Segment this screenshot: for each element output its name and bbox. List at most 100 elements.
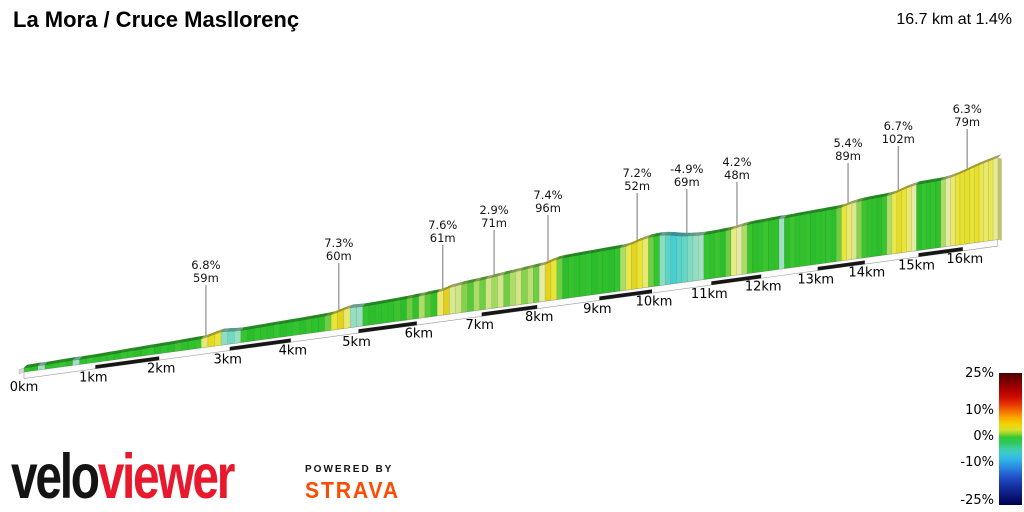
km-tick-label: 1km (79, 371, 107, 386)
profile-slice (393, 299, 401, 322)
profile-slice (825, 209, 832, 264)
profile-slice (544, 261, 552, 302)
profile-slice (602, 249, 610, 294)
veloviewer-logo-viewer: viewer (97, 442, 236, 512)
km-tick-label: 5km (342, 335, 370, 350)
profile-slice (714, 231, 721, 279)
km-tick-label: 4km (279, 343, 307, 358)
profile-slice (273, 323, 281, 339)
profile-slice (736, 225, 743, 276)
km-tick-label: 13km (797, 272, 834, 287)
profile-slice (503, 272, 510, 308)
profile-slice (921, 182, 927, 251)
profile-slice (886, 194, 893, 255)
profile-slice (473, 279, 480, 312)
profile-slice (497, 274, 504, 308)
profile-slice (491, 275, 498, 309)
profile-slice (220, 331, 228, 346)
profile-slice (950, 175, 956, 247)
profile-slice (240, 329, 248, 343)
profile-slice (585, 252, 592, 296)
profile-slice (194, 338, 202, 350)
profile-slice (533, 265, 540, 304)
profile-slice (449, 285, 456, 315)
km-shadow-bar (918, 247, 963, 257)
profile-slice (670, 234, 677, 285)
profile-slice (485, 277, 492, 310)
profile-slice (799, 213, 806, 267)
profile-slice (387, 300, 395, 323)
profile-slice (642, 237, 649, 289)
km-tick-label: 2km (147, 361, 175, 376)
profile-slice (653, 235, 660, 287)
gradient-legend: 25% 10% 0% -10% -25% (952, 366, 1024, 508)
profile-slice (810, 211, 816, 266)
km-tick-label: 9km (583, 302, 611, 317)
profile-slice (978, 162, 984, 243)
veloviewer-logo[interactable]: veloviewer (11, 446, 235, 509)
profile-slice (608, 248, 615, 293)
km-tick-label: 8km (525, 310, 553, 325)
profile-slice (841, 204, 847, 262)
profile-slice (515, 269, 522, 306)
profile-slice (538, 263, 546, 303)
profile-slice (851, 201, 857, 260)
profile-slice (836, 206, 842, 262)
profile-slice (147, 346, 155, 356)
legend-tick-label: 10% (965, 403, 994, 419)
profile-slice (556, 257, 563, 300)
profile-slice (72, 359, 80, 366)
profile-slice (324, 314, 332, 332)
powered-by-label: POWERED BY (305, 464, 394, 475)
profile-slice (227, 330, 235, 345)
profile-slice (181, 340, 189, 351)
profile-slice (871, 197, 878, 257)
profile-ribbon (18, 154, 1002, 375)
profile-slice (568, 255, 575, 299)
profile-slice (861, 199, 868, 259)
profile-slice (906, 185, 912, 253)
profile-slice (436, 290, 444, 317)
km-shadow-bar (711, 274, 762, 286)
profile-slice (876, 196, 883, 257)
profile-slice (509, 271, 516, 307)
profile-slice (687, 235, 694, 283)
strava-logo: STRAVA (305, 477, 400, 503)
profile-slice (762, 220, 769, 272)
gradient-annotation: 4.2% 48m (722, 155, 751, 182)
profile-slice (467, 281, 474, 312)
legend-tick-label: 25% (965, 366, 994, 382)
km-tick-label: 11km (691, 287, 728, 302)
veloviewer-logo-velo: velo (11, 442, 100, 512)
profile-slice (746, 223, 753, 274)
profile-slice (752, 222, 759, 274)
profile-slice (988, 158, 994, 242)
profile-slice (418, 294, 426, 319)
profile-slice (381, 301, 389, 324)
ribbon-start-cap (18, 367, 25, 375)
gradient-annotation: 2.9% 71m (479, 203, 508, 230)
profile-slice (527, 266, 534, 304)
strava-attribution[interactable]: POWERED BY STRAVA (305, 464, 408, 504)
profile-slice (698, 234, 705, 281)
profile-slice (820, 210, 827, 264)
profile-slice (901, 187, 907, 253)
profile-slice (794, 214, 801, 268)
km-tick-label: 6km (405, 326, 433, 341)
profile-slice (926, 181, 932, 250)
profile-slice (562, 256, 569, 300)
profile-slice (187, 339, 195, 350)
profile-slice (311, 316, 319, 334)
profile-slice (916, 183, 922, 251)
profile-slice (174, 341, 182, 352)
legend-tick-label: -25% (960, 493, 994, 509)
profile-slice (955, 173, 961, 246)
profile-slice (614, 247, 621, 292)
profile-slice (356, 306, 364, 328)
profile-slice (400, 298, 407, 322)
profile-slice (298, 319, 306, 335)
profile-slice (896, 189, 902, 254)
legend-tick-label: 0% (973, 429, 994, 445)
profile-slice (992, 157, 999, 241)
